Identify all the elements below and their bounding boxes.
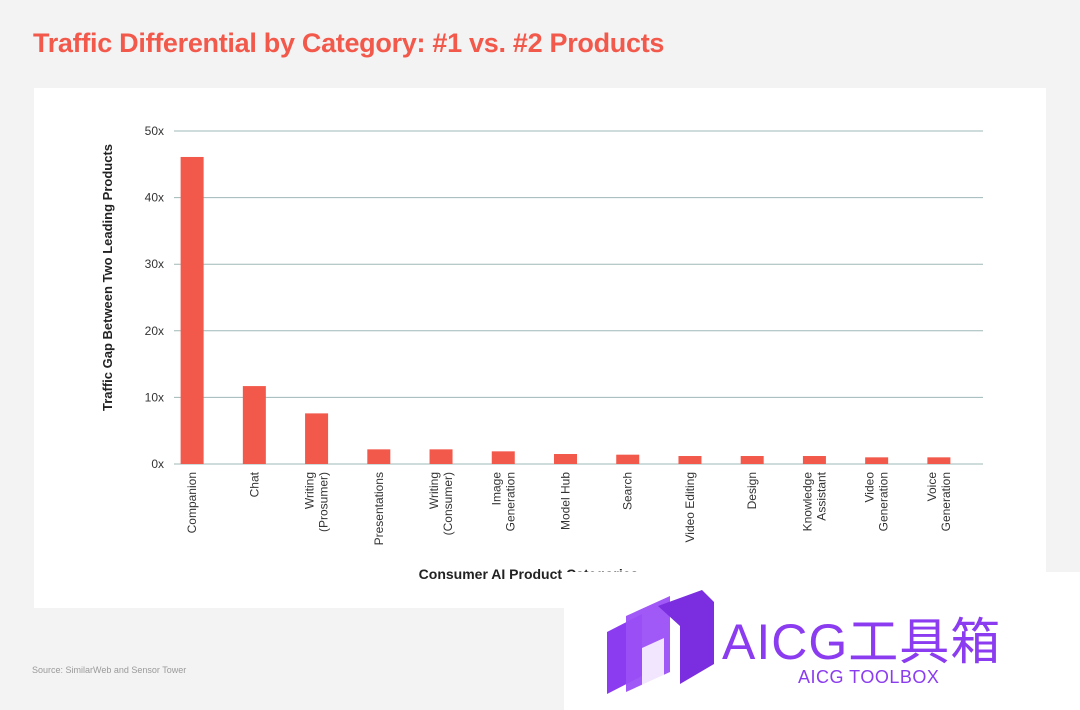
bar [865, 457, 889, 464]
bar [429, 449, 453, 464]
y-tick-label: 30x [145, 257, 164, 271]
y-tick-label: 50x [145, 124, 164, 138]
x-tick-label: Knowledge [800, 472, 814, 532]
x-tick-label: Voice [925, 472, 939, 502]
x-tick-label: Video [863, 472, 877, 503]
bar [740, 456, 764, 464]
x-tick-label: Image [489, 472, 503, 506]
bar [367, 449, 391, 464]
watermark: AICG工具箱 AICG TOOLBOX [564, 572, 1080, 710]
bar [180, 156, 204, 464]
x-tick-label: Writing [303, 472, 317, 509]
x-tick-label: Generation [877, 472, 891, 531]
y-tick-label: 0x [151, 457, 164, 471]
bar-chart: 0x 10x 20x 30x 40x 50x Traffic Gap Between Two… [100, 124, 983, 582]
y-tick-label: 10x [145, 390, 164, 404]
x-tick-label: Companion [185, 472, 199, 533]
x-tick-label: Model Hub [559, 472, 573, 530]
x-tick-label: Chat [247, 471, 261, 497]
bar [616, 454, 640, 464]
watermark-subtitle: AICG TOOLBOX [798, 667, 940, 687]
x-tick-label: Writing [427, 472, 441, 509]
bar [802, 456, 826, 464]
y-axis-label: Traffic Gap Between Two Leading Products [100, 144, 115, 411]
bar [242, 386, 266, 464]
bar [678, 456, 702, 464]
x-tick-label: Video Editing [683, 472, 697, 543]
x-tick-label: Generation [939, 472, 953, 531]
x-tick-label: (Consumer) [441, 472, 455, 535]
bar [554, 454, 577, 464]
x-tick-label: Search [621, 472, 635, 510]
bar [491, 451, 515, 464]
y-tick-label: 40x [145, 191, 164, 205]
x-tick-label: Presentations [372, 472, 386, 545]
x-tick-label: Design [745, 472, 759, 509]
source-note: Source: SimilarWeb and Sensor Tower [32, 665, 187, 675]
chart-title: Traffic Differential by Category: #1 vs.… [33, 28, 665, 58]
x-tick-label: (Prosumer) [317, 472, 331, 532]
chart-card: 0x 10x 20x 30x 40x 50x Traffic Gap Between Two… [34, 88, 1046, 608]
y-tick-label: 20x [145, 324, 164, 338]
watermark-brand: AICG工具箱 [722, 614, 1002, 670]
x-tick-label: Generation [503, 472, 517, 531]
bar [305, 413, 329, 464]
x-tick-label: Assistant [814, 471, 828, 520]
bar [927, 457, 951, 464]
aicg-logo-icon [607, 590, 714, 694]
